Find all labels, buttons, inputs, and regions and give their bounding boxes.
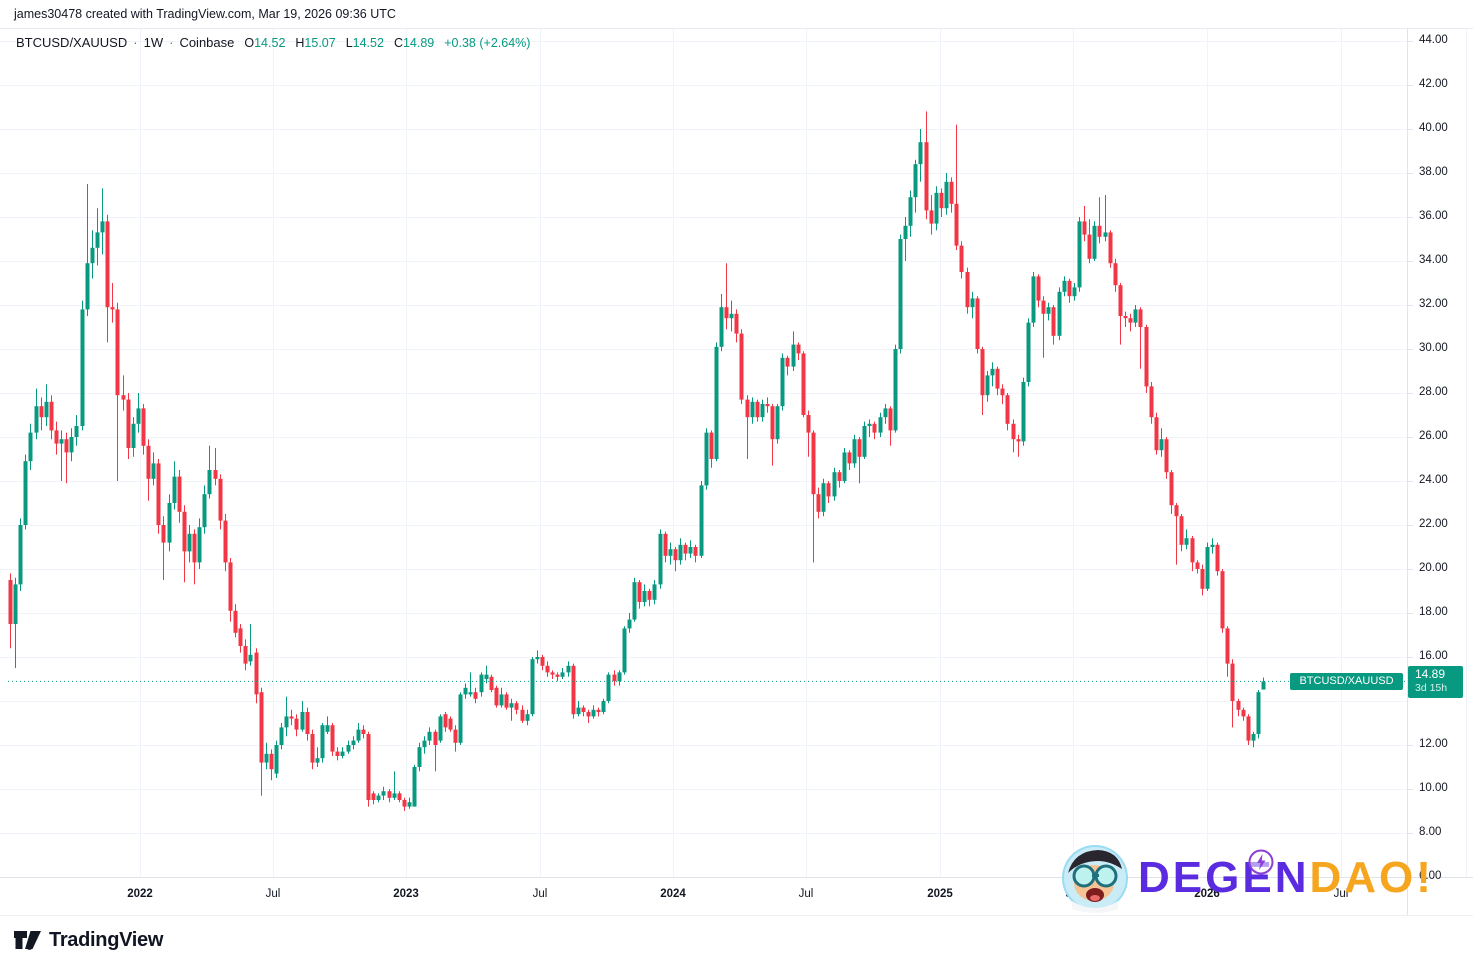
legend-separator: ·	[133, 35, 138, 50]
x-axis-label: 2025	[927, 888, 953, 900]
y-axis-label: 20.00	[1419, 562, 1448, 574]
y-axis-label: 34.00	[1419, 254, 1448, 266]
symbol-price-line-tag[interactable]: BTCUSD/XAUUSD	[1290, 672, 1403, 690]
last-price-tag[interactable]: 14.89 3d 15h	[1408, 666, 1463, 699]
legend-open: O14.52	[244, 36, 286, 50]
y-axis-label: 18.00	[1419, 606, 1448, 618]
y-axis-label: 6.00	[1419, 870, 1442, 882]
x-axis-label: Jul	[1065, 888, 1081, 900]
legend-exchange: Coinbase	[179, 35, 235, 50]
y-axis-label: 28.00	[1419, 386, 1448, 398]
y-axis-label: 40.00	[1419, 122, 1448, 134]
y-axis-label: 42.00	[1419, 78, 1448, 90]
attribution-text: james30478 created with TradingView.com,…	[14, 7, 396, 21]
legend-interval[interactable]: 1W	[143, 35, 164, 50]
x-axis-label: 2026	[1194, 888, 1220, 900]
last-price-value: 14.89	[1415, 667, 1446, 682]
y-axis-label: 32.00	[1419, 298, 1448, 310]
legend-low: L14.52	[345, 36, 384, 50]
x-axis-label: Jul	[265, 888, 281, 900]
y-axis-label: 24.00	[1419, 474, 1448, 486]
y-axis-label: 44.00	[1419, 34, 1448, 46]
right-edge-border	[1466, 28, 1467, 877]
chart-legend[interactable]: BTCUSD/XAUUSD · 1W · Coinbase O14.52 H15…	[16, 35, 530, 50]
y-axis-label: 16.00	[1419, 650, 1448, 662]
legend-symbol[interactable]: BTCUSD/XAUUSD	[16, 35, 128, 50]
y-axis-label: 38.00	[1419, 166, 1448, 178]
y-axis-label: 8.00	[1419, 826, 1442, 838]
x-axis-label: Jul	[1333, 888, 1349, 900]
y-axis-label: 30.00	[1419, 342, 1448, 354]
tradingview-logo[interactable]: TradingView	[13, 927, 163, 953]
price-axis-border	[1407, 28, 1408, 915]
y-axis-label: 26.00	[1419, 430, 1448, 442]
x-axis-label: Jul	[532, 888, 548, 900]
y-axis-label: 10.00	[1419, 782, 1448, 794]
tradingview-logo-text: TradingView	[49, 928, 164, 951]
tradingview-logo-icon	[14, 931, 41, 950]
legend-change: +0.38 (+2.64%)	[444, 36, 531, 50]
y-axis-label: 36.00	[1419, 210, 1448, 222]
legend-separator: ·	[169, 35, 174, 50]
x-axis-label: 2023	[393, 888, 419, 900]
x-axis-label: 2022	[127, 888, 153, 900]
legend-close: C14.89	[393, 36, 435, 50]
x-axis-label: Jul	[798, 888, 814, 900]
x-axis-label: 2024	[660, 888, 686, 900]
time-axis-border	[0, 877, 1473, 878]
bar-countdown: 3d 15h	[1415, 682, 1448, 695]
footer-border	[0, 915, 1473, 916]
legend-high: H15.07	[295, 36, 336, 50]
y-axis-label: 22.00	[1419, 518, 1448, 530]
pane-top-border	[0, 28, 1473, 29]
y-axis-label: 12.00	[1419, 738, 1448, 750]
